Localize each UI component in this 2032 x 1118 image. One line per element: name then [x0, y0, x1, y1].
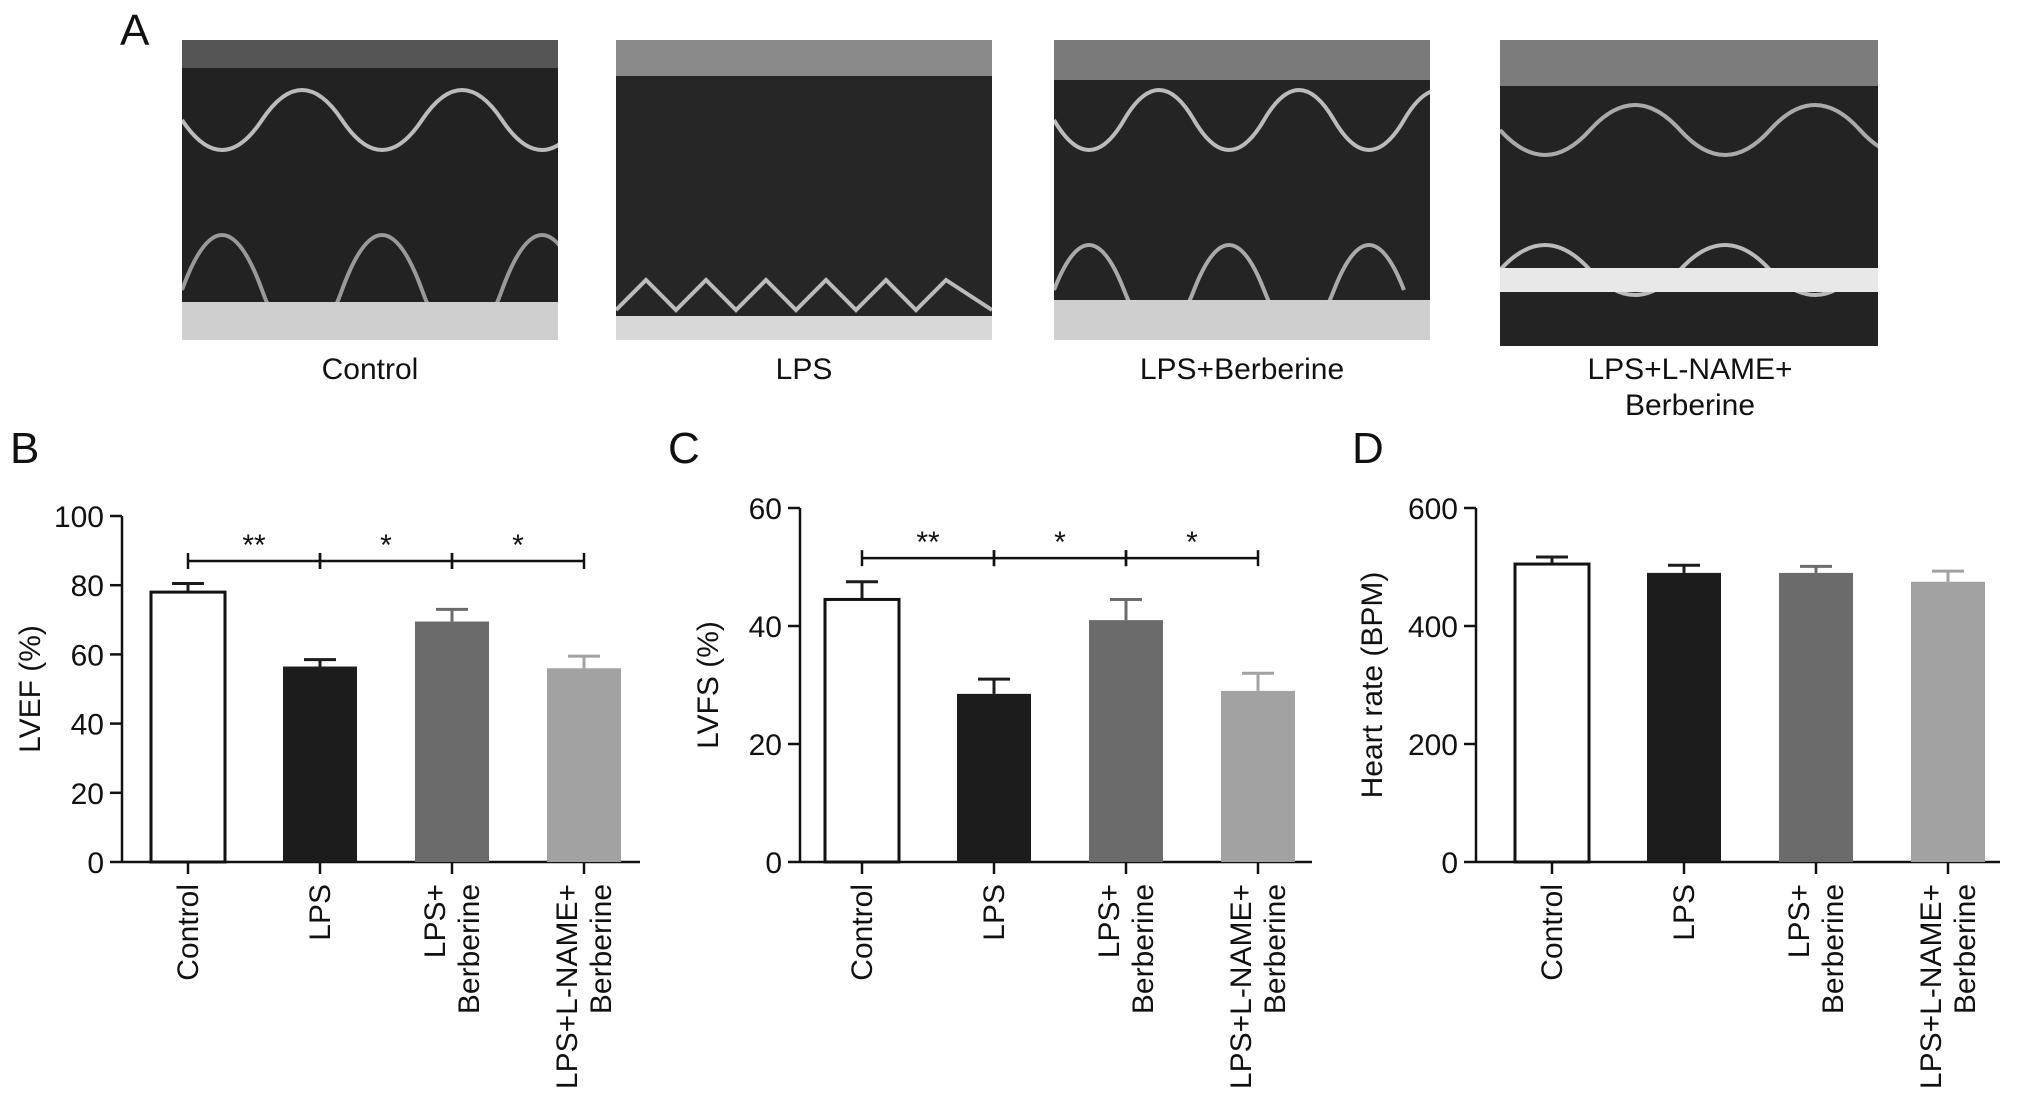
- x-tick-label-line: LPS: [304, 884, 337, 941]
- significance-label: **: [242, 529, 266, 562]
- bar: [1779, 572, 1853, 862]
- significance-label: **: [916, 526, 940, 559]
- significance-label: *: [1186, 526, 1198, 559]
- x-tick-label-line: Berberine: [453, 884, 486, 1014]
- bar: [1089, 620, 1163, 862]
- bar: [547, 668, 621, 862]
- x-tick-label-line: Berberine: [1817, 884, 1850, 1014]
- panel-label-c: C: [668, 424, 700, 473]
- y-tick-label: 200: [1408, 729, 1458, 762]
- bar: [957, 693, 1031, 862]
- x-tick-label: Control: [172, 884, 205, 981]
- x-tick-label-line: LPS+: [1783, 884, 1816, 958]
- significance-label: *: [380, 529, 392, 562]
- y-tick-label: 60: [749, 493, 782, 526]
- panel-label-a: A: [120, 6, 150, 55]
- x-tick-label: LPS: [1668, 884, 1701, 941]
- bar: [415, 621, 489, 862]
- y-tick-label: 100: [54, 501, 104, 534]
- significance-label: *: [512, 529, 524, 562]
- x-tick-label: LPS+L-NAME+Berberine: [551, 884, 618, 1089]
- y-tick-label: 40: [71, 709, 104, 742]
- x-tick-label-line: LPS: [1668, 884, 1701, 941]
- x-tick-label-line: LPS+L-NAME+: [551, 884, 584, 1089]
- echo-label-lps-berberine: LPS+Berberine: [1139, 353, 1345, 386]
- echo-image-lps-lname-berberine: [1500, 40, 1878, 346]
- x-tick-label-line: Berberine: [1259, 884, 1292, 1014]
- y-tick-label: 20: [71, 778, 104, 811]
- echo-image-lps: [616, 40, 992, 340]
- bar: [1647, 572, 1721, 862]
- x-tick-label: LPS: [304, 884, 337, 941]
- y-axis-label: LVEF (%): [14, 625, 47, 753]
- significance-label: *: [1054, 526, 1066, 559]
- x-tick-label-line: Control: [846, 884, 879, 981]
- x-tick-label-line: LPS+: [419, 884, 452, 958]
- y-tick-label: 40: [749, 611, 782, 644]
- y-tick-label: 0: [765, 847, 782, 880]
- bar: [149, 590, 227, 864]
- x-tick-label: Control: [846, 884, 879, 981]
- y-tick-label: 80: [71, 570, 104, 603]
- y-tick-label: 400: [1408, 611, 1458, 644]
- x-tick-label-line: LPS+: [1093, 884, 1126, 958]
- echo-trace-lps: [616, 40, 992, 340]
- y-tick-label: 600: [1408, 493, 1458, 526]
- x-tick-label-line: Control: [172, 884, 205, 981]
- x-tick-label: Control: [1536, 884, 1569, 981]
- echo-trace-control: [182, 40, 558, 340]
- x-tick-label: LPS+L-NAME+Berberine: [1225, 884, 1292, 1089]
- x-tick-label-line: Berberine: [585, 884, 618, 1014]
- x-tick-label-line: LPS+L-NAME+: [1915, 884, 1948, 1089]
- x-tick-label-line: Control: [1536, 884, 1569, 981]
- x-tick-label: LPS+Berberine: [1093, 884, 1160, 1014]
- x-tick-label-line: LPS: [978, 884, 1011, 941]
- x-tick-label: LPS+Berberine: [1783, 884, 1850, 1014]
- y-axis-label: Heart rate (BPM): [1356, 572, 1389, 799]
- bar: [823, 597, 901, 864]
- echo-trace-lps-lname-berberine: [1500, 40, 1878, 346]
- echo-label-control: Control: [321, 353, 419, 386]
- panel-label-b: B: [10, 424, 40, 473]
- bar: [283, 666, 357, 862]
- x-tick-label: LPS+Berberine: [419, 884, 486, 1014]
- chart-d: 0 200 400 600 Heart rate (BPM) Control LPS LPS+…: [1356, 493, 2000, 1089]
- echo-image-lps-berberine: [1054, 40, 1430, 340]
- echo-trace-lps-berberine: [1054, 40, 1430, 340]
- x-tick-label-line: Berberine: [1949, 884, 1982, 1014]
- y-tick-label: 0: [1441, 847, 1458, 880]
- x-tick-label: LPS: [978, 884, 1011, 941]
- x-tick-label-line: LPS+L-NAME+: [1225, 884, 1258, 1089]
- y-axis-label: LVFS (%): [692, 621, 725, 749]
- bar: [1911, 581, 1985, 862]
- echo-image-control: [182, 40, 558, 340]
- bar: [1221, 690, 1295, 862]
- x-tick-label: LPS+L-NAME+Berberine: [1915, 884, 1982, 1089]
- echo-label-lps-lname-berberine: LPS+L-NAME+ Berberine: [1587, 353, 1793, 422]
- x-tick-label-line: Berberine: [1127, 884, 1160, 1014]
- echo-label-lps: LPS: [775, 353, 833, 386]
- bar: [1513, 562, 1591, 864]
- y-tick-label: 20: [749, 729, 782, 762]
- panel-label-d: D: [1352, 424, 1384, 473]
- y-tick-label: 60: [71, 639, 104, 672]
- y-tick-label: 0: [87, 847, 104, 880]
